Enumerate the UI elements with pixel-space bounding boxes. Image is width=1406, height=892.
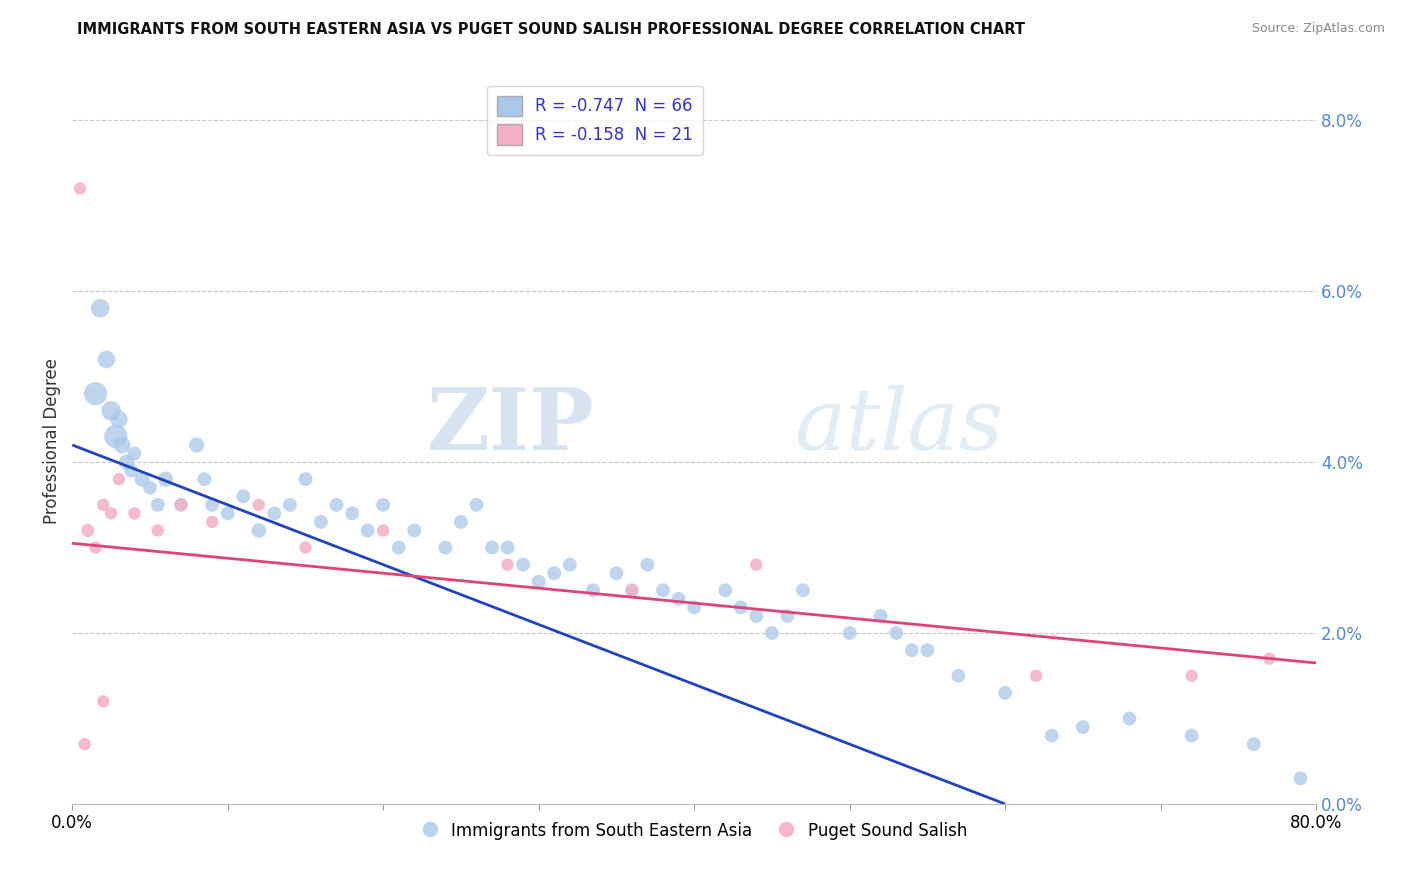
Point: [100, 404, 122, 418]
Point: [146, 498, 169, 512]
Point: [884, 626, 907, 640]
Point: [124, 507, 146, 521]
Point: [761, 626, 783, 640]
Point: [294, 472, 316, 486]
Point: [155, 472, 177, 486]
Point: [481, 541, 503, 555]
Point: [900, 643, 922, 657]
Point: [170, 498, 193, 512]
Point: [232, 489, 254, 503]
Point: [96, 352, 118, 367]
Point: [496, 558, 519, 572]
Point: [120, 464, 142, 478]
Y-axis label: Professional Degree: Professional Degree: [44, 358, 60, 524]
Point: [637, 558, 659, 572]
Point: [620, 583, 643, 598]
Point: [201, 515, 224, 529]
Point: [104, 429, 127, 443]
Point: [869, 609, 891, 624]
Point: [146, 524, 169, 538]
Point: [325, 498, 347, 512]
Point: [668, 591, 690, 606]
Point: [201, 498, 224, 512]
Point: [69, 181, 91, 195]
Point: [1181, 729, 1204, 743]
Point: [605, 566, 627, 581]
Point: [263, 507, 285, 521]
Point: [1025, 669, 1047, 683]
Point: [838, 626, 860, 640]
Point: [714, 583, 737, 598]
Point: [294, 541, 316, 555]
Point: [131, 472, 153, 486]
Text: Source: ZipAtlas.com: Source: ZipAtlas.com: [1251, 22, 1385, 36]
Point: [465, 498, 488, 512]
Point: [373, 498, 395, 512]
Point: [124, 446, 146, 460]
Text: ZIP: ZIP: [427, 384, 595, 468]
Point: [434, 541, 457, 555]
Point: [792, 583, 814, 598]
Text: IMMIGRANTS FROM SOUTH EASTERN ASIA VS PUGET SOUND SALISH PROFESSIONAL DEGREE COR: IMMIGRANTS FROM SOUTH EASTERN ASIA VS PU…: [77, 22, 1025, 37]
Point: [111, 438, 134, 452]
Point: [620, 583, 643, 598]
Point: [73, 737, 96, 751]
Point: [84, 386, 107, 401]
Point: [76, 524, 98, 538]
Text: atlas: atlas: [793, 384, 1002, 467]
Point: [108, 412, 131, 426]
Point: [84, 541, 107, 555]
Point: [193, 472, 215, 486]
Point: [1040, 729, 1063, 743]
Point: [1071, 720, 1094, 734]
Point: [115, 455, 138, 469]
Point: [1118, 712, 1140, 726]
Point: [558, 558, 581, 572]
Point: [776, 609, 799, 624]
Point: [496, 541, 519, 555]
Point: [139, 481, 162, 495]
Point: [91, 694, 114, 708]
Point: [745, 558, 768, 572]
Point: [745, 609, 768, 624]
Point: [388, 541, 411, 555]
Point: [91, 498, 114, 512]
Point: [582, 583, 605, 598]
Point: [527, 574, 550, 589]
Point: [1181, 669, 1204, 683]
Point: [543, 566, 565, 581]
Point: [1243, 737, 1265, 751]
Point: [450, 515, 472, 529]
Point: [683, 600, 706, 615]
Point: [340, 507, 363, 521]
Point: [917, 643, 939, 657]
Point: [89, 301, 111, 316]
Point: [278, 498, 301, 512]
Point: [1258, 651, 1281, 665]
Point: [373, 524, 395, 538]
Point: [309, 515, 332, 529]
Point: [247, 498, 270, 512]
Point: [108, 472, 131, 486]
Point: [247, 524, 270, 538]
Point: [186, 438, 208, 452]
Point: [948, 669, 970, 683]
Point: [404, 524, 426, 538]
Point: [170, 498, 193, 512]
Point: [730, 600, 752, 615]
Legend: R = -0.747  N = 66, R = -0.158  N = 21: R = -0.747 N = 66, R = -0.158 N = 21: [486, 86, 703, 155]
Point: [1289, 772, 1312, 786]
Point: [512, 558, 534, 572]
Point: [100, 507, 122, 521]
Point: [356, 524, 378, 538]
Point: [994, 686, 1017, 700]
Point: [652, 583, 675, 598]
Point: [217, 507, 239, 521]
